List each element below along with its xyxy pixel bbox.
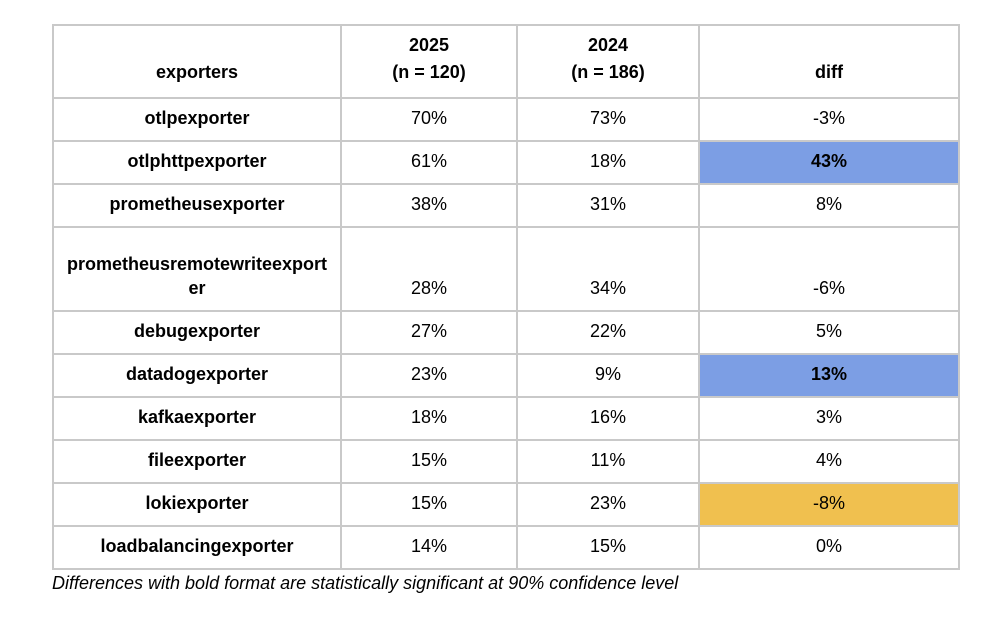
cell-2024-value: 15% <box>516 525 700 570</box>
cell-exporter-name: kafkaexporter <box>52 396 342 441</box>
table-row-kafkaexporter: kafkaexporter 18% 16% 3% <box>52 396 960 441</box>
cell-2024-value: 34% <box>516 226 700 312</box>
header-diff-label: diff <box>815 62 843 82</box>
header-2025-n: (n = 120) <box>392 62 466 82</box>
cell-diff-value: 4% <box>698 439 960 484</box>
header-2025: 2025 (n = 120) <box>340 24 518 99</box>
table-row-prometheusexporter: prometheusexporter 38% 31% 8% <box>52 183 960 228</box>
table-row-prometheusremotewriteexporter: prometheusremotewriteexporter 28% 34% -6… <box>52 226 960 312</box>
cell-diff-value-highlighted-orange: -8% <box>698 482 960 527</box>
cell-exporter-name: fileexporter <box>52 439 342 484</box>
cell-2024-value: 11% <box>516 439 700 484</box>
cell-2025-value: 61% <box>340 140 518 185</box>
cell-2024-value: 73% <box>516 97 700 142</box>
table-row-lokiexporter: lokiexporter 15% 23% -8% <box>52 482 960 527</box>
table-row-debugexporter: debugexporter 27% 22% 5% <box>52 310 960 355</box>
cell-2025-value: 27% <box>340 310 518 355</box>
cell-diff-value: 5% <box>698 310 960 355</box>
cell-2024-value: 9% <box>516 353 700 398</box>
cell-2024-value: 23% <box>516 482 700 527</box>
header-exporters: exporters <box>52 24 342 99</box>
cell-exporter-name: prometheusremotewriteexporter <box>52 226 342 312</box>
cell-2025-value: 38% <box>340 183 518 228</box>
table-header: exporters 2025 (n = 120) 2024 (n = 186) … <box>52 24 960 99</box>
cell-diff-value: 3% <box>698 396 960 441</box>
table-row-loadbalancingexporter: loadbalancingexporter 14% 15% 0% <box>52 525 960 570</box>
cell-2025-value: 18% <box>340 396 518 441</box>
cell-2025-value: 70% <box>340 97 518 142</box>
header-diff: diff <box>698 24 960 99</box>
cell-exporter-name: lokiexporter <box>52 482 342 527</box>
cell-exporter-name: otlpexporter <box>52 97 342 142</box>
cell-diff-value: -6% <box>698 226 960 312</box>
cell-diff-value: 0% <box>698 525 960 570</box>
cell-2025-value: 15% <box>340 482 518 527</box>
cell-diff-value-highlighted-blue: 43% <box>698 140 960 185</box>
cell-exporter-name: debugexporter <box>52 310 342 355</box>
cell-2025-value: 15% <box>340 439 518 484</box>
cell-2024-value: 18% <box>516 140 700 185</box>
cell-diff-value: -3% <box>698 97 960 142</box>
cell-exporter-name: loadbalancingexporter <box>52 525 342 570</box>
cell-2025-value: 23% <box>340 353 518 398</box>
cell-2024-value: 16% <box>516 396 700 441</box>
cell-exporter-name: otlphttpexporter <box>52 140 342 185</box>
cell-2024-value: 31% <box>516 183 700 228</box>
header-exporters-label: exporters <box>155 62 239 82</box>
header-row: exporters 2025 (n = 120) 2024 (n = 186) … <box>52 24 960 99</box>
header-2024: 2024 (n = 186) <box>516 24 700 99</box>
header-2024-year: 2024 <box>587 35 629 55</box>
header-2024-n: (n = 186) <box>571 62 645 82</box>
cell-2025-value: 14% <box>340 525 518 570</box>
cell-2025-value: 28% <box>340 226 518 312</box>
cell-diff-value-highlighted-blue: 13% <box>698 353 960 398</box>
table-body: otlpexporter 70% 73% -3% otlphttpexporte… <box>52 97 960 570</box>
table-row-otlphttpexporter: otlphttpexporter 61% 18% 43% <box>52 140 960 185</box>
table-row-fileexporter: fileexporter 15% 11% 4% <box>52 439 960 484</box>
cell-diff-value: 8% <box>698 183 960 228</box>
header-2025-year: 2025 <box>408 35 450 55</box>
table-row-otlpexporter: otlpexporter 70% 73% -3% <box>52 97 960 142</box>
significance-footnote: Differences with bold format are statist… <box>52 573 679 593</box>
cell-exporter-name: prometheusexporter <box>52 183 342 228</box>
exporters-table: exporters 2025 (n = 120) 2024 (n = 186) … <box>52 24 960 570</box>
cell-exporter-name: datadogexporter <box>52 353 342 398</box>
exporters-table-container: exporters 2025 (n = 120) 2024 (n = 186) … <box>52 24 960 570</box>
cell-2024-value: 22% <box>516 310 700 355</box>
table-row-datadogexporter: datadogexporter 23% 9% 13% <box>52 353 960 398</box>
